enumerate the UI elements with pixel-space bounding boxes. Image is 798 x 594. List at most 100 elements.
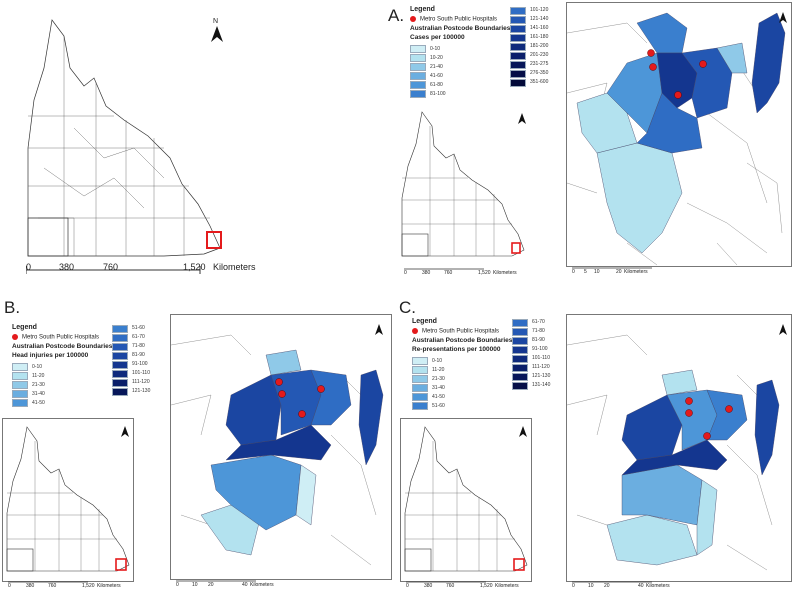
scale-tick: 1,520: [480, 583, 493, 589]
legend-class: 111-120: [512, 363, 550, 372]
legend-swatch: [510, 33, 526, 42]
region-north: [636, 12, 688, 54]
legend-class-label: 61-80: [430, 81, 443, 88]
legend-column: 51-60 61-70 71-80 81-90 91-100 101-110 111-120…: [112, 324, 150, 396]
legend-swatch: [410, 72, 426, 81]
scale-tick: 0: [26, 262, 32, 272]
scale-tick: 760: [446, 583, 455, 589]
hospital-marker-icon: [412, 328, 418, 334]
legend-swatch: [412, 366, 428, 375]
scale-tick: 40: [638, 583, 644, 589]
legend-swatch: [512, 354, 528, 363]
hospital-marker-icon: [12, 334, 18, 340]
legend-class: 10-20: [410, 54, 560, 63]
legend-swatch: [112, 351, 128, 360]
legend-class-label: 181-200: [530, 43, 549, 49]
choropleth-b: [171, 334, 384, 566]
panel-c-map-scale: 0 10 20 40 Kilometers: [572, 580, 692, 590]
legend-swatch: [412, 357, 428, 366]
legend-swatch: [410, 90, 426, 99]
region-coast: [751, 12, 786, 114]
legend-class: 101-110: [112, 369, 150, 378]
legend-class: 101-110: [512, 354, 550, 363]
legend-class-label: 11-20: [32, 372, 45, 379]
north-arrow-icon: N: [210, 18, 224, 42]
legend-class: 51-60: [112, 324, 150, 333]
legend-class-label: 21-40: [430, 63, 443, 70]
legend-class-label: 101-110: [532, 355, 550, 361]
legend-swatch: [112, 333, 128, 342]
panel-b-inset-frame: [2, 418, 134, 582]
legend-class-label: 31-40: [32, 390, 45, 397]
legend-class: 41-60: [410, 72, 560, 81]
panel-a-map-scale: 0 5 10 20 Kilometers: [572, 266, 692, 276]
panel-c-main-map: [566, 314, 792, 582]
legend-column: 0-10 11-20 21-30 31-40 41-50: [12, 363, 162, 408]
legend-swatch: [112, 378, 128, 387]
legend-class: 351-600: [510, 78, 548, 87]
legend-class: 31-40: [12, 390, 162, 399]
hospital-marker: [275, 378, 283, 386]
region-east: [310, 369, 352, 426]
panel-c-inset-scale: 0 380 760 1,520 Kilometers: [406, 580, 526, 590]
legend-swatch: [510, 42, 526, 51]
legend-swatch: [12, 381, 28, 390]
scale-unit: Kilometers: [97, 583, 121, 589]
legend-measure-label: Cases per 100000: [410, 34, 465, 42]
north-arrow-icon: [518, 110, 526, 124]
legend-swatch: [12, 399, 28, 408]
panel-a-letter: A.: [388, 6, 405, 25]
legend-swatch: [112, 324, 128, 333]
panel-b-letter: B.: [4, 298, 21, 317]
legend-class: 121-130: [512, 372, 550, 381]
legend-class: 41-50: [412, 393, 562, 402]
legend-class-label: 21-30: [32, 381, 45, 388]
legend-class-label: 61-70: [532, 319, 545, 325]
legend-class-label: 0-10: [430, 45, 441, 52]
north-arrow-icon: [519, 423, 527, 437]
legend-class-label: 0-10: [32, 363, 43, 370]
legend-class-label: 276-350: [530, 70, 549, 76]
legend-class-label: 161-180: [530, 34, 549, 40]
scale-unit: Kilometers: [646, 583, 670, 589]
legend-swatch: [510, 60, 526, 69]
region-core-light: [265, 349, 302, 376]
legend-class: 21-30: [12, 381, 162, 390]
legend-column: 0-10 11-20 21-30 31-40 41-50 51-60: [412, 357, 562, 411]
legend-swatch: [512, 363, 528, 372]
hospital-marker: [685, 397, 693, 405]
legend-swatch: [12, 363, 28, 372]
region-south-east: [295, 464, 317, 526]
legend-marker-label: Metro South Public Hospitals: [422, 328, 500, 335]
legend-swatch: [412, 375, 428, 384]
legend-class-label: 81-100: [430, 90, 446, 97]
region-light-east: [716, 42, 748, 74]
legend-swatch: [510, 69, 526, 78]
legend-class: 161-180: [510, 33, 548, 42]
legend-class-label: 61-70: [132, 334, 145, 340]
legend-class: 91-100: [112, 360, 150, 369]
legend-boundaries-label: Australian Postcode Boundaries: [12, 342, 113, 350]
scale-tick: 380: [424, 583, 433, 589]
legend-swatch: [510, 78, 526, 87]
legend-boundaries-label: Australian Postcode Boundaries: [412, 336, 513, 344]
overview-scale-bar: 0 380 760 1,520 Kilometers: [26, 262, 256, 288]
region-core-light: [661, 369, 698, 396]
legend-class: 276-350: [510, 69, 548, 78]
choropleth-c: [567, 334, 780, 571]
legend-class: 91-100: [512, 345, 550, 354]
study-area-box: [206, 231, 222, 249]
scale-tick: 10: [594, 269, 600, 275]
panel-a-main-map: [566, 2, 792, 267]
legend-swatch: [510, 24, 526, 33]
legend-swatch: [12, 372, 28, 381]
scale-tick: 0: [404, 270, 407, 276]
scale-tick: 10: [192, 582, 198, 588]
legend-class-label: 121-140: [530, 16, 549, 22]
legend-class-label: 41-50: [432, 393, 445, 400]
north-label: N: [213, 18, 219, 25]
hospital-markers: [685, 397, 733, 440]
legend-swatch: [112, 369, 128, 378]
region-core-south: [225, 424, 332, 461]
legend-class-label: 201-230: [530, 52, 549, 58]
